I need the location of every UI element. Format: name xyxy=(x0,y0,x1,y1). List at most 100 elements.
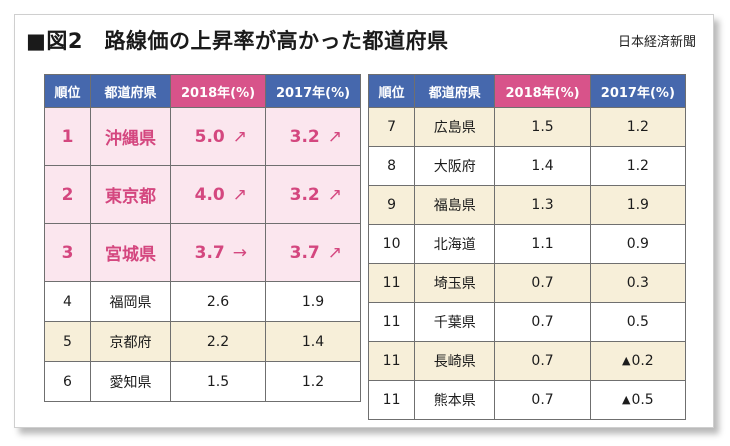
ranking-table-right: 順位 都道府県 2018年(%) 2017年(%) 7 広島県 1.5 1.2 … xyxy=(367,74,687,420)
table-row: 2 東京都 4.0 ↗ 3.2 ↗ xyxy=(44,165,361,224)
value-2017-cell: 0.3 xyxy=(589,263,687,303)
value-2018-cell: 1.5 xyxy=(170,361,266,402)
rank-cell: 11 xyxy=(367,302,416,342)
table-row: 11 熊本県 0.7 ▲0.5 xyxy=(367,380,687,420)
rank-cell: 11 xyxy=(367,341,416,381)
value-2018: 3.7 xyxy=(194,242,225,263)
value-2018-cell: 2.6 xyxy=(170,281,266,322)
prefecture-cell: 広島県 xyxy=(414,107,496,147)
table-row: 7 広島県 1.5 1.2 xyxy=(367,107,687,147)
table-header-row: 順位 都道府県 2018年(%) 2017年(%) xyxy=(367,74,687,108)
value-2017: 3.2 xyxy=(289,126,320,147)
ranking-table-left: 順位 都道府県 2018年(%) 2017年(%) 1 沖縄県 5.0 ↗ 3.2… xyxy=(44,74,361,402)
value-2017-cell: 1.4 xyxy=(265,321,361,362)
value-2017-cell: 1.9 xyxy=(265,281,361,322)
value-2017-cell: ▲0.5 xyxy=(589,380,687,420)
value-2017-cell: 1.9 xyxy=(589,185,687,225)
col-header-2018: 2018年(%) xyxy=(494,74,591,108)
table-row: 4 福岡県 2.6 1.9 xyxy=(44,281,361,322)
table-header-row: 順位 都道府県 2018年(%) 2017年(%) xyxy=(44,74,361,108)
trend-up-icon: ↗ xyxy=(327,184,342,205)
value-2017: 3.2 xyxy=(289,184,320,205)
table-row: 5 京都府 2.2 1.4 xyxy=(44,321,361,362)
rank-cell: 11 xyxy=(367,380,416,420)
prefecture-cell: 宮城県 xyxy=(90,223,171,282)
table-row: 6 愛知県 1.5 1.2 xyxy=(44,361,361,402)
figure-title: ■図2 路線価の上昇率が高かった都道府県 xyxy=(26,29,449,53)
source-credit: 日本経済新聞 xyxy=(617,34,696,50)
rank-cell: 4 xyxy=(44,281,91,322)
table-row: 9 福島県 1.3 1.9 xyxy=(367,185,687,225)
prefecture-cell: 福島県 xyxy=(414,185,496,225)
table-row: 1 沖縄県 5.0 ↗ 3.2 ↗ xyxy=(44,107,361,166)
value-2018-cell: 0.7 xyxy=(494,380,591,420)
table-row: 10 北海道 1.1 0.9 xyxy=(367,224,687,264)
title-bar: ■図2 路線価の上昇率が高かった都道府県 日本経済新聞 xyxy=(26,22,696,58)
col-header-2017: 2017年(%) xyxy=(265,74,361,108)
value-2018-cell: 1.4 xyxy=(494,146,591,186)
prefecture-cell: 沖縄県 xyxy=(90,107,171,166)
col-header-rank: 順位 xyxy=(367,74,416,108)
value-2017-cell: 1.2 xyxy=(265,361,361,402)
value-2018-cell: 4.0 ↗ xyxy=(170,165,266,224)
rank-cell: 10 xyxy=(367,224,416,264)
prefecture-cell: 東京都 xyxy=(90,165,171,224)
value-2018-cell: 1.1 xyxy=(494,224,591,264)
rank-cell: 2 xyxy=(44,165,91,224)
prefecture-cell: 長崎県 xyxy=(414,341,496,381)
value-2017: 0.5 xyxy=(631,392,654,408)
value-2017: 3.7 xyxy=(289,242,320,263)
value-2017-cell: 0.5 xyxy=(589,302,687,342)
prefecture-cell: 北海道 xyxy=(414,224,496,264)
value-2018-cell: 2.2 xyxy=(170,321,266,362)
col-header-prefecture: 都道府県 xyxy=(90,74,171,108)
value-2017-cell: 3.2 ↗ xyxy=(265,107,361,166)
decline-triangle-icon: ▲ xyxy=(621,393,631,406)
trend-up-icon: ↗ xyxy=(327,242,342,263)
prefecture-cell: 京都府 xyxy=(90,321,171,362)
value-2017-cell: 3.7 ↗ xyxy=(265,223,361,282)
prefecture-cell: 熊本県 xyxy=(414,380,496,420)
trend-up-icon: ↗ xyxy=(327,126,342,147)
trend-up-icon: ↗ xyxy=(232,126,247,147)
value-2018-cell: 0.7 xyxy=(494,302,591,342)
value-2018-cell: 0.7 xyxy=(494,341,591,381)
value-2018-cell: 1.3 xyxy=(494,185,591,225)
prefecture-cell: 福岡県 xyxy=(90,281,171,322)
rank-cell: 9 xyxy=(367,185,416,225)
value-2018-cell: 1.5 xyxy=(494,107,591,147)
value-2018-cell: 3.7 → xyxy=(170,223,266,282)
prefecture-cell: 大阪府 xyxy=(414,146,496,186)
value-2018: 4.0 xyxy=(194,184,225,205)
col-header-2017: 2017年(%) xyxy=(589,74,687,108)
rank-cell: 1 xyxy=(44,107,91,166)
rank-cell: 8 xyxy=(367,146,416,186)
col-header-prefecture: 都道府県 xyxy=(414,74,496,108)
table-row: 11 長崎県 0.7 ▲0.2 xyxy=(367,341,687,381)
value-2017-cell: 1.2 xyxy=(589,107,687,147)
table-row: 11 埼玉県 0.7 0.3 xyxy=(367,263,687,303)
value-2017-cell: 1.2 xyxy=(589,146,687,186)
value-2017-cell: ▲0.2 xyxy=(589,341,687,381)
value-2017-cell: 0.9 xyxy=(589,224,687,264)
decline-triangle-icon: ▲ xyxy=(621,354,631,367)
trend-up-icon: ↗ xyxy=(232,184,247,205)
value-2018-cell: 0.7 xyxy=(494,263,591,303)
value-2018-cell: 5.0 ↗ xyxy=(170,107,266,166)
prefecture-cell: 埼玉県 xyxy=(414,263,496,303)
table-row: 3 宮城県 3.7 → 3.7 ↗ xyxy=(44,223,361,282)
value-2017-cell: 3.2 ↗ xyxy=(265,165,361,224)
table-row: 8 大阪府 1.4 1.2 xyxy=(367,146,687,186)
col-header-2018: 2018年(%) xyxy=(170,74,266,108)
value-2017: 0.2 xyxy=(631,353,654,369)
trend-flat-icon: → xyxy=(232,242,247,263)
value-2018: 5.0 xyxy=(194,126,225,147)
prefecture-cell: 愛知県 xyxy=(90,361,171,402)
prefecture-cell: 千葉県 xyxy=(414,302,496,342)
col-header-rank: 順位 xyxy=(44,74,91,108)
rank-cell: 6 xyxy=(44,361,91,402)
rank-cell: 3 xyxy=(44,223,91,282)
table-row: 11 千葉県 0.7 0.5 xyxy=(367,302,687,342)
rank-cell: 11 xyxy=(367,263,416,303)
rank-cell: 5 xyxy=(44,321,91,362)
